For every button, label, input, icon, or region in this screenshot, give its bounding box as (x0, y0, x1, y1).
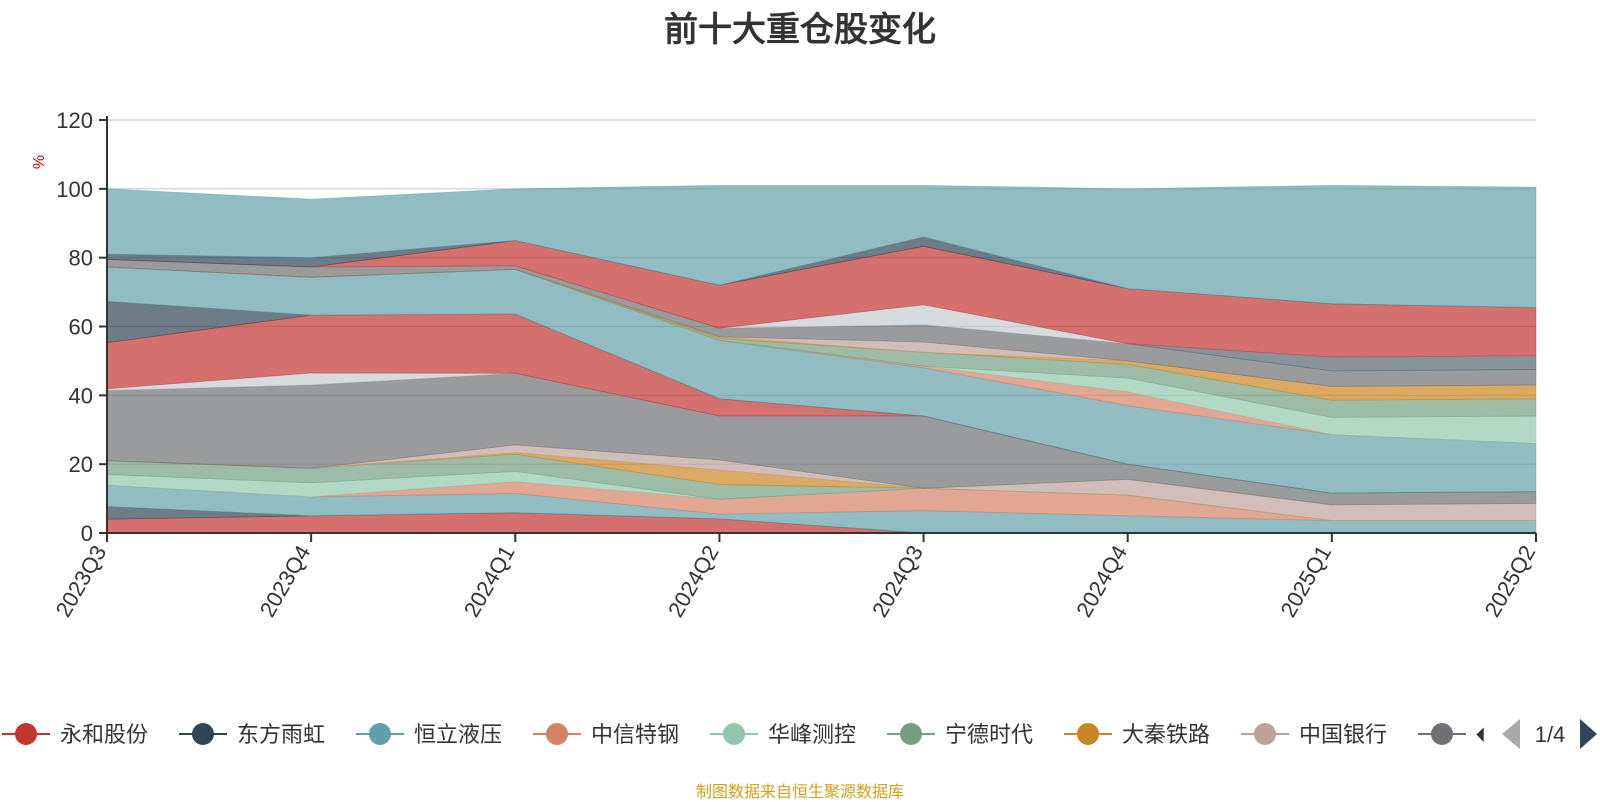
legend-label: 宁德时代 (945, 722, 1033, 747)
y-tick-label: 60 (69, 315, 93, 340)
legend-label: 永和股份 (60, 722, 148, 747)
x-tick-label: 2025Q1 (1275, 541, 1336, 621)
source-note: 制图数据来自恒生聚源数据库 (695, 782, 904, 801)
legend-label: 中信特钢 (591, 722, 679, 747)
y-tick-label: 40 (69, 383, 93, 408)
legend-marker-icon (1077, 723, 1099, 745)
legend-marker-icon (192, 723, 214, 745)
legend-page-indicator: 1/4 (1535, 722, 1566, 747)
x-tick-label: 2023Q3 (51, 541, 112, 621)
legend-label: 华峰测控 (768, 722, 856, 747)
area-series-25 (106, 184, 1537, 309)
y-tick-label: 0 (81, 521, 93, 546)
prev-page-icon[interactable] (1502, 719, 1520, 749)
chart-title: 前十大重仓股变化 (664, 10, 936, 50)
legend-item[interactable]: 中信特钢 (533, 722, 679, 747)
legend-item[interactable]: 🞀 (1418, 722, 1485, 747)
legend-label: 中国银行 (1299, 722, 1387, 747)
legend-item[interactable]: 宁德时代 (887, 722, 1033, 747)
legend-label: 大秦铁路 (1122, 722, 1210, 747)
legend-item[interactable]: 东方雨虹 (179, 722, 325, 747)
next-page-icon[interactable] (1580, 719, 1597, 749)
x-tick-label: 2024Q3 (867, 541, 928, 621)
y-tick-label: 20 (69, 452, 93, 477)
legend-label: 恒立液压 (414, 722, 502, 747)
legend-marker-icon (546, 723, 568, 745)
x-tick-label: 2023Q4 (255, 541, 316, 621)
legend-marker-icon (900, 723, 922, 745)
legend-marker-icon (369, 723, 391, 745)
legend-label: 🞀 (1476, 722, 1485, 747)
legend-pager[interactable]: 1/4 (1502, 719, 1597, 749)
y-tick-label: 120 (56, 108, 93, 133)
legend-label: 东方雨虹 (237, 722, 325, 747)
legend-item[interactable]: 永和股份 (2, 722, 148, 747)
legend-item[interactable]: 恒立液压 (356, 722, 502, 747)
x-tick-label: 2024Q2 (663, 541, 724, 621)
area-series (106, 184, 1537, 534)
legend-marker-icon (15, 723, 37, 745)
legend-marker-icon (1254, 723, 1276, 745)
legend-item[interactable]: 华峰测控 (710, 722, 856, 747)
y-tick-label: 80 (69, 246, 93, 271)
legend-marker-icon (723, 723, 745, 745)
y-axis-unit: % (31, 155, 48, 169)
legend: 永和股份 东方雨虹 恒立液压 中信特钢 华峰测控 宁德时代 大秦铁路 中国银行 🞀 (2, 722, 1485, 747)
legend-item[interactable]: 大秦铁路 (1064, 722, 1210, 747)
x-tick-label: 2025Q2 (1480, 541, 1541, 621)
y-tick-label: 100 (56, 177, 93, 202)
legend-marker-icon (1431, 723, 1453, 745)
legend-item[interactable]: 中国银行 (1241, 722, 1387, 747)
x-tick-label: 2024Q4 (1071, 541, 1132, 621)
x-tick-label: 2024Q1 (459, 541, 520, 621)
